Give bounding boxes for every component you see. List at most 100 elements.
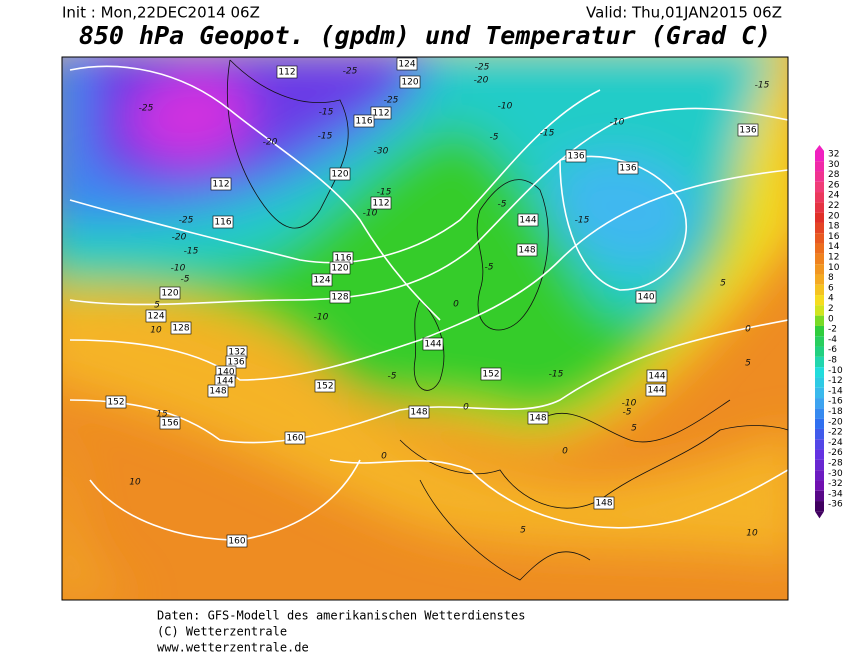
temperature-label: -5 (498, 200, 507, 210)
geopotential-label: 148 (410, 408, 427, 418)
label-box (370, 196, 392, 210)
temperature-label: -15 (377, 188, 392, 198)
colorbar-swatch (815, 490, 824, 502)
colorbar-label: -30 (828, 469, 843, 479)
colorbar-label: 6 (828, 283, 834, 293)
geopotential-label: 112 (372, 109, 389, 119)
geopotential-label: 116 (355, 117, 372, 127)
colorbar-swatch (815, 480, 824, 491)
temperature-label: 0 (453, 300, 459, 310)
geopotential-label: 148 (529, 414, 546, 424)
colorbar-swatch (815, 192, 824, 203)
colorbar-swatch (815, 428, 824, 440)
temperature-label: -5 (388, 372, 397, 382)
footer-copyright: (C) Wetterzentrale (157, 625, 287, 639)
label-box (226, 534, 248, 548)
colorbar-label: 10 (828, 263, 840, 273)
colorbar-swatch (815, 212, 824, 223)
temperature-label: -25 (179, 216, 194, 226)
temperature-label: 0 (381, 452, 387, 462)
colorbar-swatch (815, 233, 824, 244)
colorbar-label: -34 (828, 489, 843, 499)
label-box (646, 369, 668, 383)
label-box (329, 167, 351, 181)
colorbar-swatch (815, 336, 824, 347)
temperature-label: -5 (490, 133, 499, 143)
colorbar-swatch (815, 181, 824, 193)
colorbar-cap-top (815, 145, 824, 151)
geopotential-label: 160 (228, 537, 245, 547)
label-box (159, 416, 181, 430)
colorbar-label: 8 (828, 273, 834, 283)
geopotential-label: 148 (518, 246, 535, 256)
colorbar-label: -28 (828, 459, 843, 469)
temperature-label: 5 (720, 279, 726, 289)
geopotential-label: 124 (398, 60, 415, 70)
colorbar-swatch (815, 325, 824, 337)
colorbar-swatch (815, 295, 824, 306)
temperature-label: -10 (498, 102, 513, 112)
colorbar-label: -20 (828, 417, 843, 427)
colorbar-swatch (815, 243, 824, 254)
geopotential-label: 152 (316, 382, 333, 392)
colorbar-swatch (815, 315, 824, 326)
temperature-label: -25 (139, 104, 154, 114)
geopotential-label: 136 (227, 358, 244, 368)
geopotential-label: 120 (401, 78, 418, 88)
label-box (593, 496, 615, 510)
colorbar-label: -14 (828, 386, 843, 396)
geopotential-label: 144 (519, 216, 536, 226)
geopotential-label: 144 (647, 386, 664, 396)
geopotential-label: 112 (278, 68, 295, 78)
geopotential-label: 148 (595, 499, 612, 509)
temperature-label: -10 (610, 118, 625, 128)
label-box (170, 321, 192, 335)
colorbar-swatch (815, 398, 824, 409)
colorbar-cap-bottom (815, 511, 824, 519)
label-box (408, 405, 430, 419)
temperature-label: 0 (745, 325, 751, 335)
temperature-label: -5 (623, 408, 632, 418)
label-box (210, 177, 232, 191)
temperature-label: 10 (150, 326, 162, 336)
label-box (105, 395, 127, 409)
temperature-label: 10 (129, 478, 141, 488)
footer-source: Daten: GFS-Modell des amerikanischen Wet… (157, 609, 525, 623)
colorbar-label: -24 (828, 438, 843, 448)
map-title: 850 hPa Geopot. (gpdm) und Temperatur (G… (79, 21, 771, 50)
temperature-label: 15 (156, 410, 168, 420)
geopotential-label: 156 (161, 419, 178, 429)
colorbar-label: 0 (828, 314, 834, 324)
colorbar-label: -2 (828, 325, 837, 335)
colorbar-label: -22 (828, 428, 843, 438)
geopotential-label: 148 (209, 387, 226, 397)
colorbar-swatch (815, 222, 824, 234)
label-box (329, 261, 351, 275)
colorbar-label: 28 (828, 170, 840, 180)
colorbar-label: -32 (828, 479, 843, 489)
geopotential-label: 112 (372, 199, 389, 209)
geopotential-label: 116 (334, 254, 351, 264)
geopotential-label: 144 (216, 377, 233, 387)
colorbar-label: 26 (828, 180, 840, 190)
label-box (329, 290, 351, 304)
temperature-label: 10 (746, 529, 758, 539)
colorbar-label: 24 (828, 191, 840, 201)
colorbar-label: -10 (828, 366, 843, 376)
geopotential-label: 140 (217, 368, 234, 378)
colorbar-swatch (815, 418, 824, 429)
colorbar-label: 2 (828, 304, 834, 314)
temperature-label: -15 (755, 81, 770, 91)
temperature-label: -5 (485, 263, 494, 273)
label-box (517, 213, 539, 227)
label-box (207, 384, 229, 398)
colorbar-label: -4 (828, 335, 837, 345)
label-box (645, 383, 667, 397)
label-box (422, 337, 444, 351)
temperature-label: -15 (549, 370, 564, 380)
colorbar-swatch (815, 449, 824, 460)
colorbar-label: 4 (828, 294, 834, 304)
